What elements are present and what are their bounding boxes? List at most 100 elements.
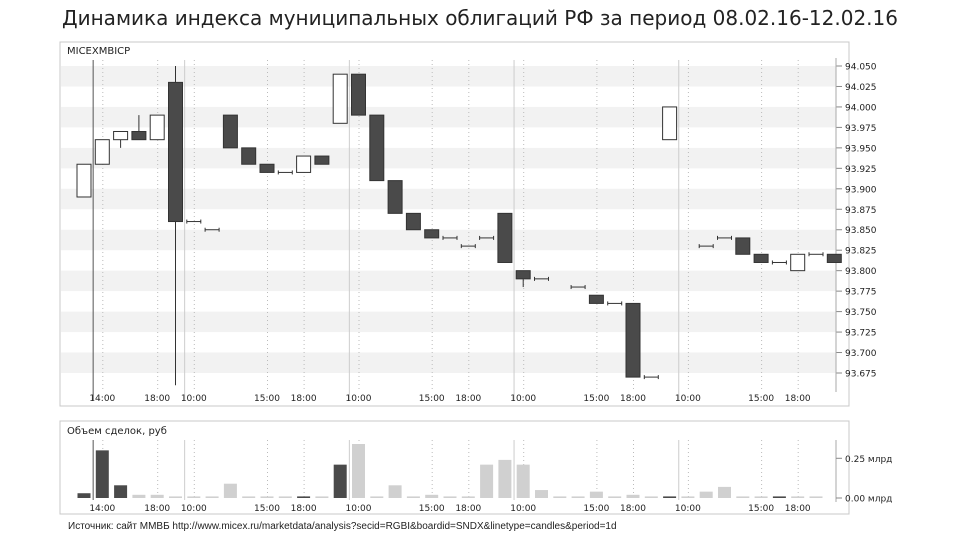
x-tick-label: 18:00 (144, 394, 170, 404)
candle-body (662, 106, 678, 141)
volume-bar (608, 496, 622, 498)
candle (241, 147, 257, 165)
candle-body (753, 253, 769, 263)
x-tick-label: 15:00 (254, 504, 280, 514)
volume-bar (425, 494, 439, 498)
candle (149, 114, 165, 141)
volume-y-axis: 0.25 млрд 0.00 млрд (835, 440, 892, 505)
candle-body (259, 163, 275, 173)
candle (113, 130, 129, 148)
candle-body (332, 73, 348, 124)
y-tick-label: 0.25 млрд (845, 455, 892, 465)
candle-body (314, 155, 330, 165)
x-tick-label: 14:00 (89, 504, 115, 514)
y-tick-label: 0.00 млрд (845, 495, 892, 505)
page-title: Динамика индекса муниципальных облигаций… (61, 6, 898, 30)
candle-body (131, 130, 147, 141)
candle (497, 212, 513, 263)
volume-bar (571, 496, 585, 498)
x-tick-label: 15:00 (583, 394, 609, 404)
volume-bar (699, 491, 713, 498)
x-tick-label: 18:00 (144, 504, 170, 514)
volume-bar (535, 490, 548, 498)
grid-stripe (61, 229, 836, 251)
y-tick-label: 93.725 (845, 329, 877, 339)
grid-stripe (61, 188, 836, 210)
candle (296, 155, 312, 173)
volume-bar (114, 485, 128, 498)
volume-bar (626, 494, 640, 498)
candle (643, 375, 659, 380)
candle (771, 260, 787, 265)
price-panel-title: MICEXMBICP (67, 46, 130, 57)
volume-bar (791, 496, 805, 498)
volume-bars (77, 444, 823, 498)
volume-bar (809, 496, 823, 498)
volume-vertical-grid (92, 440, 799, 500)
volume-bar (242, 496, 256, 498)
volume-bar (406, 496, 420, 498)
candle (442, 235, 458, 240)
x-tick-label: 10:00 (346, 504, 372, 514)
x-tick-label: 18:00 (620, 394, 646, 404)
x-tick-label: 10:00 (510, 394, 536, 404)
grid-stripe (61, 311, 836, 333)
x-tick-label: 10:00 (346, 394, 372, 404)
candle (277, 170, 293, 175)
candle (76, 163, 92, 198)
price-x-axis: 14:00 18:00 10:00 15:00 18:00 10:00 15:00 18:00… (89, 394, 811, 404)
x-tick-label: 18:00 (785, 504, 811, 514)
volume-bar (388, 485, 402, 498)
candle (588, 294, 604, 304)
candle-body (625, 302, 641, 378)
x-tick-label: 15:00 (254, 394, 280, 404)
candles (76, 66, 842, 386)
y-tick-label: 93.775 (845, 288, 877, 298)
candle (808, 252, 824, 257)
y-tick-label: 94.025 (845, 83, 877, 93)
volume-bar (77, 493, 91, 498)
volume-bar (553, 496, 567, 498)
candle (94, 139, 110, 165)
y-tick-label: 94.000 (845, 103, 877, 113)
candle (479, 235, 495, 240)
x-tick-label: 18:00 (620, 504, 646, 514)
candle-body (515, 270, 531, 280)
grid-stripe (61, 106, 836, 128)
volume-bar (169, 496, 182, 498)
x-tick-label: 15:00 (748, 504, 774, 514)
volume-bar (370, 496, 384, 498)
candle (662, 106, 678, 141)
price-vertical-grid (92, 60, 799, 400)
candle (332, 73, 348, 124)
volume-bar (736, 496, 750, 498)
candle (753, 253, 769, 263)
y-tick-label: 93.800 (845, 267, 877, 277)
volume-bar (205, 496, 219, 498)
candle (131, 115, 147, 141)
volume-bar (223, 483, 237, 498)
y-tick-label: 93.850 (845, 226, 877, 236)
y-tick-label: 93.675 (845, 370, 877, 380)
candle (826, 253, 842, 263)
candle-body (424, 229, 440, 239)
x-tick-label: 18:00 (291, 504, 317, 514)
volume-bar (681, 496, 695, 498)
candle (515, 270, 531, 288)
y-tick-label: 93.875 (845, 206, 877, 216)
candle (204, 227, 220, 232)
x-tick-label: 15:00 (748, 394, 774, 404)
y-tick-label: 93.700 (845, 349, 877, 359)
y-tick-label: 93.975 (845, 124, 877, 134)
candle (387, 180, 403, 214)
candle (790, 253, 806, 272)
x-tick-label: 10:00 (181, 504, 207, 514)
candle-body (387, 180, 403, 214)
candle (460, 244, 476, 249)
candle-body (168, 81, 183, 223)
x-tick-label: 15:00 (419, 394, 445, 404)
candle (351, 73, 366, 116)
candle-body (588, 294, 604, 304)
x-tick-label: 18:00 (785, 394, 811, 404)
y-tick-label: 93.950 (845, 144, 877, 154)
